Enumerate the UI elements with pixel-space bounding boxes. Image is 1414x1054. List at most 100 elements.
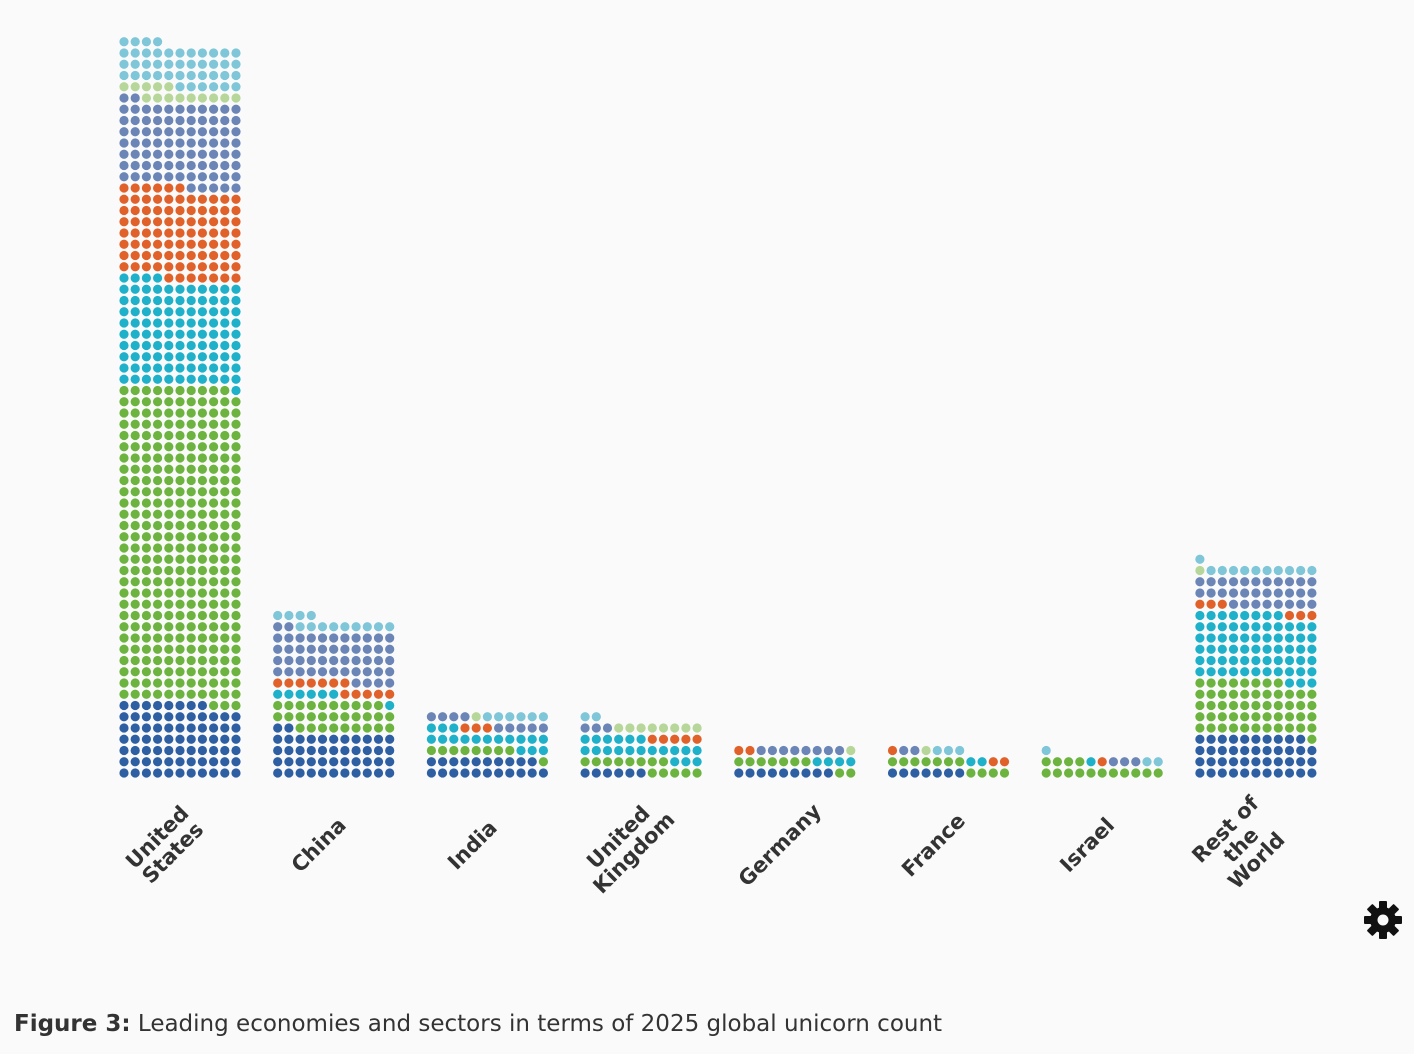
dot (1217, 689, 1227, 699)
dot (209, 385, 219, 396)
dot (1206, 610, 1216, 621)
dot (153, 610, 163, 621)
dot (1240, 565, 1250, 576)
dot (658, 745, 669, 756)
dot (306, 734, 316, 744)
dot (317, 700, 328, 711)
dot (362, 745, 372, 756)
dot (153, 442, 163, 452)
dot (1217, 655, 1227, 666)
dot (175, 453, 185, 463)
dot (295, 622, 305, 632)
dot (153, 48, 163, 58)
dot (1284, 610, 1295, 621)
dot (1262, 565, 1272, 576)
dot (220, 757, 230, 767)
dot (231, 318, 241, 328)
dot (362, 622, 372, 632)
dot (681, 768, 691, 778)
dot (231, 644, 241, 654)
dot (538, 734, 549, 744)
dot (943, 757, 954, 767)
dot (231, 127, 241, 137)
dot (988, 768, 998, 778)
dot (220, 59, 230, 69)
dot (1240, 599, 1250, 609)
dot (175, 644, 185, 654)
dot (1284, 700, 1295, 711)
dot (373, 712, 384, 722)
dot (1307, 678, 1317, 688)
dot (1228, 723, 1239, 733)
dot (197, 498, 207, 508)
dot (209, 723, 219, 733)
dot (1307, 633, 1317, 643)
dot (197, 228, 207, 238)
dot (317, 757, 328, 767)
dot (1273, 667, 1283, 677)
dot (284, 723, 294, 733)
dot (1195, 734, 1205, 744)
dot (209, 374, 219, 384)
settings-icon[interactable] (1364, 901, 1402, 939)
category-label-line: France (897, 809, 970, 882)
dot (141, 475, 151, 486)
dot (482, 757, 492, 767)
dot (1195, 622, 1205, 632)
dot (130, 93, 140, 103)
dot (130, 723, 140, 733)
dot (209, 149, 219, 159)
dot (220, 768, 230, 778)
dot (329, 700, 339, 711)
dot (1240, 633, 1250, 643)
dot (220, 340, 230, 351)
dot (197, 655, 207, 666)
dot (1262, 700, 1272, 711)
dot (835, 745, 845, 756)
dot (164, 239, 174, 249)
dot (1273, 655, 1283, 666)
dot (1307, 723, 1317, 733)
dot (516, 757, 526, 767)
dot (231, 228, 241, 238)
dot (197, 453, 207, 463)
dot (186, 284, 196, 294)
dot (197, 273, 207, 283)
dot (1284, 745, 1295, 756)
dot (175, 194, 185, 204)
dot (1296, 622, 1306, 632)
dot (119, 453, 129, 463)
dot (175, 554, 185, 564)
dot (1195, 554, 1205, 564)
dot (1217, 712, 1227, 722)
dot (910, 768, 920, 778)
dot (220, 577, 230, 587)
dot (209, 340, 219, 351)
dot (505, 723, 515, 733)
dot (1228, 610, 1239, 621)
dot (647, 745, 657, 756)
dot (1206, 768, 1216, 778)
dot (141, 520, 151, 531)
dot (164, 408, 174, 418)
dot (141, 217, 151, 227)
dot (1262, 745, 1272, 756)
dot (164, 689, 174, 699)
dot (175, 768, 185, 778)
dot (186, 329, 196, 339)
dot (164, 127, 174, 137)
dot (591, 723, 601, 733)
dot (164, 633, 174, 643)
dot (119, 520, 129, 531)
dot (175, 430, 185, 441)
dot (209, 655, 219, 666)
dot (164, 419, 174, 429)
dot (130, 678, 140, 688)
dot (130, 655, 140, 666)
dot (887, 745, 898, 756)
dot (197, 487, 207, 497)
dot (373, 700, 384, 711)
dot (141, 183, 151, 193)
dot (119, 554, 129, 564)
dot (186, 509, 196, 519)
